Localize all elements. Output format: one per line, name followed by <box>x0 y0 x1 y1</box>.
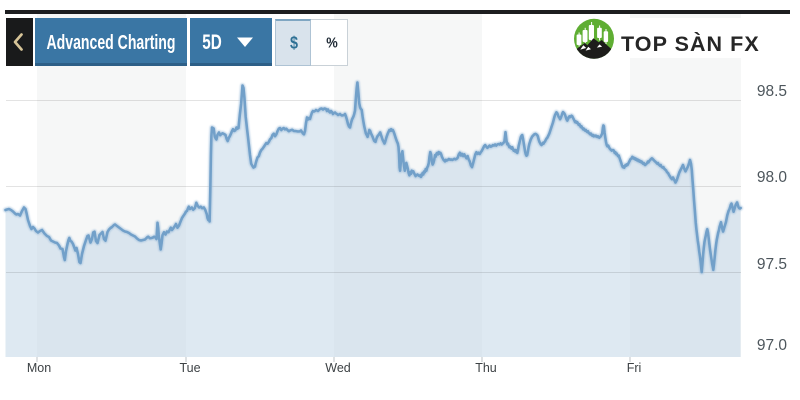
svg-text:TOP SÀN FX: TOP SÀN FX <box>621 31 760 56</box>
svg-text:$: $ <box>290 33 298 53</box>
svg-text:Advanced Charting: Advanced Charting <box>47 32 176 54</box>
svg-text:%: % <box>326 36 338 52</box>
svg-text:5D: 5D <box>202 31 222 54</box>
